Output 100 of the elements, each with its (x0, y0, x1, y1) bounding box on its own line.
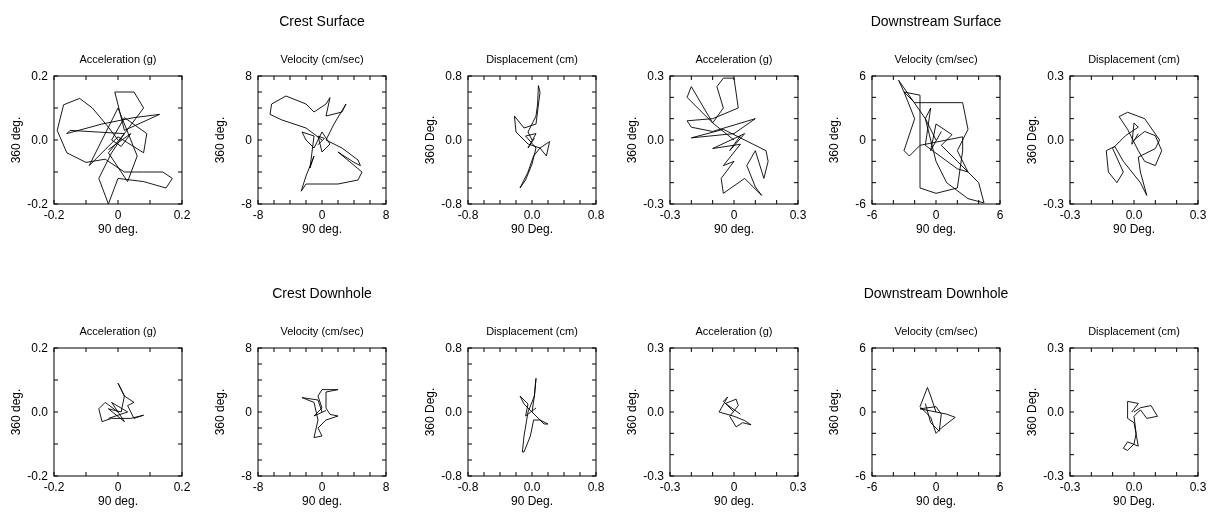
y-axis-title: 360 Deg. (423, 387, 437, 437)
y-tick-label: 0.8 (445, 69, 463, 83)
x-axis-title: 90 deg. (301, 494, 343, 508)
y-axis-title: 360 deg. (827, 116, 841, 164)
chart-subtitle: Displacement (cm) (486, 53, 578, 65)
y-tick-label: 0.0 (31, 405, 49, 419)
y-tick-label: 0.3 (647, 341, 665, 355)
x-axis-title: 90 deg. (915, 222, 957, 236)
x-tick-label: 0 (730, 208, 738, 222)
y-tick-label: -6 (855, 197, 867, 211)
x-axis-title: 90 deg. (97, 494, 139, 508)
chart-subtitle: Velocity (cm/sec) (894, 325, 978, 337)
y-tick-label: -8 (241, 197, 253, 211)
line-series (269, 95, 363, 192)
x-tick-label: 0.8 (587, 480, 605, 494)
line-series (1105, 111, 1163, 196)
x-tick-label: -0.8 (457, 480, 479, 494)
chart-title: Downstream Downhole (863, 285, 1009, 301)
line-series (519, 377, 549, 453)
x-tick-label: -0.2 (43, 208, 65, 222)
y-tick-label: 0 (859, 133, 867, 147)
x-axis-title: 90 deg. (713, 222, 755, 236)
y-tick-label: 0.8 (445, 341, 463, 355)
x-tick-label: 0.0 (1125, 208, 1143, 222)
y-tick-label: -0.8 (441, 197, 463, 211)
chart-subtitle: Velocity (cm/sec) (894, 53, 978, 65)
y-tick-label: 0 (245, 405, 253, 419)
y-axis-title: 360 deg. (9, 388, 23, 436)
y-axis-title: 360 Deg. (423, 115, 437, 165)
y-axis-title: 360 deg. (625, 116, 639, 164)
y-tick-label: -6 (855, 469, 867, 483)
y-axis-title: 360 deg. (625, 388, 639, 436)
y-tick-label: 0.0 (1047, 405, 1065, 419)
y-axis-title: 360 deg. (213, 388, 227, 436)
y-axis-title: 360 deg. (9, 116, 23, 164)
y-axis-title: 360 Deg. (1025, 115, 1039, 165)
x-axis-title: 90 deg. (713, 494, 755, 508)
y-axis-title: 360 deg. (213, 116, 227, 164)
y-tick-label: -0.8 (441, 469, 463, 483)
x-tick-label: -0.3 (659, 208, 681, 222)
x-tick-label: 0.3 (1189, 480, 1207, 494)
x-tick-label: -0.3 (659, 480, 681, 494)
x-tick-label: 0.8 (587, 208, 605, 222)
y-tick-label: -8 (241, 469, 253, 483)
y-tick-label: 0.0 (647, 133, 665, 147)
y-tick-label: -0.3 (1043, 197, 1065, 211)
y-axis-title: 360 Deg. (1025, 387, 1039, 437)
y-tick-label: 6 (859, 341, 867, 355)
x-tick-label: 0.2 (173, 208, 191, 222)
chart-subtitle: Acceleration (g) (79, 325, 157, 337)
y-tick-label: 0.3 (1047, 69, 1065, 83)
x-tick-label: 0.0 (523, 480, 541, 494)
x-axis-title: 90 deg. (301, 222, 343, 236)
x-tick-label: 0.0 (523, 208, 541, 222)
chart-title: Crest Surface (279, 13, 365, 29)
y-tick-label: -0.2 (27, 469, 49, 483)
y-tick-label: -0.2 (27, 197, 49, 211)
x-tick-label: 8 (382, 480, 390, 494)
x-tick-label: 0 (932, 480, 940, 494)
y-tick-label: 0 (245, 133, 253, 147)
y-tick-label: 8 (245, 69, 253, 83)
y-tick-label: 0.3 (1047, 341, 1065, 355)
x-axis-title: 90 Deg. (510, 494, 554, 508)
x-tick-label: 8 (382, 208, 390, 222)
line-series (1122, 400, 1158, 451)
y-tick-label: 0.0 (1047, 133, 1065, 147)
x-axis-title: 90 Deg. (510, 222, 554, 236)
y-tick-label: 0 (859, 405, 867, 419)
y-tick-label: 0.2 (31, 341, 49, 355)
x-axis-title: 90 Deg. (1112, 222, 1156, 236)
x-tick-label: -0.3 (1059, 208, 1081, 222)
x-tick-label: 0.3 (789, 480, 807, 494)
x-axis-title: 90 deg. (915, 494, 957, 508)
x-tick-label: 0.3 (789, 208, 807, 222)
y-tick-label: 0.2 (31, 69, 49, 83)
line-series (98, 382, 145, 423)
chart-subtitle: Velocity (cm/sec) (280, 53, 364, 65)
chart-subtitle: Displacement (cm) (486, 325, 578, 337)
x-tick-label: 6 (996, 480, 1004, 494)
x-tick-label: 0 (318, 480, 326, 494)
y-tick-label: 0.0 (445, 405, 463, 419)
y-tick-label: 0.0 (445, 133, 463, 147)
chart-title: Downstream Surface (870, 13, 1002, 29)
y-tick-label: 0.0 (647, 405, 665, 419)
x-axis-title: 90 deg. (97, 222, 139, 236)
x-tick-label: 0.0 (1125, 480, 1143, 494)
y-tick-label: -0.3 (643, 469, 665, 483)
line-series (718, 396, 752, 428)
y-tick-label: 0.0 (31, 133, 49, 147)
y-axis-title: 360 deg. (827, 388, 841, 436)
x-tick-label: 0 (114, 480, 122, 494)
y-tick-label: 6 (859, 69, 867, 83)
y-tick-label: 0.3 (647, 69, 665, 83)
x-tick-label: 0 (730, 480, 738, 494)
x-tick-label: 0.3 (1189, 208, 1207, 222)
x-tick-label: 0 (932, 208, 940, 222)
chart-subtitle: Acceleration (g) (79, 53, 157, 65)
x-tick-label: -0.3 (1059, 480, 1081, 494)
x-tick-label: 0 (318, 208, 326, 222)
chart-title: Crest Downhole (272, 285, 373, 301)
